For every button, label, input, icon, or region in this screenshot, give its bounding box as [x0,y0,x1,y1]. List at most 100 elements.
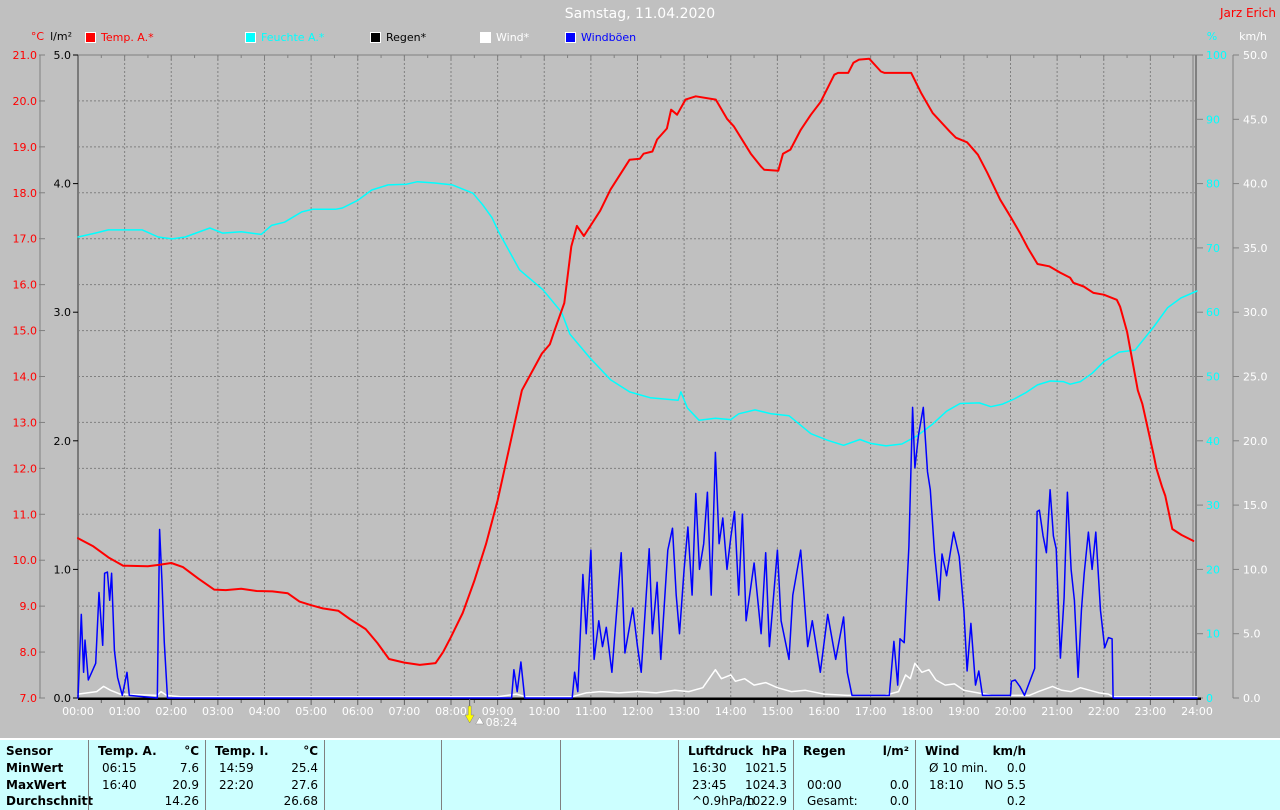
temp-tick-label: 20.0 [13,95,38,108]
temp-tick-label: 16.0 [13,279,38,292]
weather-chart: 21.0 20.0 19.0 18.0 17.0 16.0 15.0 14.0 13.0 12.0… [13,30,1268,729]
table-separator [678,740,679,810]
wind-tick-label: 40.0 [1243,178,1268,191]
table-cell-value: 14.26 [164,794,199,808]
table-col-header: Temp. I. [215,744,269,758]
table-cell-time: 16:30 [692,761,727,775]
hour-label: 11:00 [575,705,607,718]
table-cell-value: 25.4 [291,761,318,775]
table-cell-value: 7.6 [179,761,199,775]
wind-tick-label: 35.0 [1243,242,1268,255]
wind-tick-label: 45.0 [1243,113,1268,126]
temp-axis-unit: °C [31,30,45,43]
temp-tick-label: 9.0 [20,600,38,613]
legend-item-label: Feuchte A.* [261,30,325,44]
hour-label: 02:00 [155,705,187,718]
table-cell-value: 0.0 [1006,761,1026,775]
table-cell-time: 18:10 [929,778,964,792]
humidity-tick-label: 20 [1206,563,1220,576]
hour-label: 24:00 [1181,705,1213,718]
temp-tick-label: 19.0 [13,141,38,154]
hour-label: 07:00 [389,705,421,718]
hour-label: 20:00 [995,705,1027,718]
table-col-header: Regen [803,744,846,758]
table-col-header: Luftdruck [688,744,754,758]
table-cell-value: NO 5.5 [984,778,1026,792]
legend-item-label: Regen* [386,30,427,44]
temp-tick-label: 13.0 [13,416,38,429]
table-col-unit: km/h [992,744,1026,758]
marker-time-label: 08:24 [486,716,518,729]
temp-tick-label: 8.0 [20,646,38,659]
table-col-header: Temp. A. [98,744,157,758]
hour-label: 03:00 [202,705,234,718]
hour-label: 22:00 [1088,705,1120,718]
legend-swatch-icon [85,31,96,43]
legend-item-4: Windböen [565,30,636,44]
legend-item-2: Regen* [370,30,426,44]
rain-tick-label: 2.0 [54,435,72,448]
humidity-tick-label: 90 [1206,113,1220,126]
legend-swatch-icon [245,31,256,43]
hour-label: 00:00 [62,705,94,718]
table-cell-time: 16:40 [102,778,137,792]
hour-label: 10:00 [528,705,560,718]
table-cell-time: ^0.9hPa/h [692,794,755,808]
rain-tick-label: 0.0 [54,692,72,705]
temp-tick-label: 14.0 [13,371,38,384]
table-separator [205,740,206,810]
stats-table: Sensor MinWert MaxWert Durchschnitt Temp. A.… [0,738,1280,810]
table-cell-time: Gesamt: [807,794,858,808]
humidity-tick-label: 30 [1206,499,1220,512]
watermark-text: Jarz Erich [1220,6,1276,20]
temp-tick-label: 21.0 [13,49,38,62]
table-cell-value: 26.68 [283,794,318,808]
legend-item-0: Temp. A.* [85,30,154,44]
series-feuchtea [77,180,1198,447]
table-cell-value: 1021.5 [745,761,787,775]
wind-tick-label: 30.0 [1243,306,1268,319]
hour-label: 08:00 [435,705,467,718]
table-row-label: MinWert [6,761,64,775]
table-separator [915,740,916,810]
hour-label: 14:00 [715,705,747,718]
humidity-tick-label: 10 [1206,628,1220,641]
table-cell-value: 27.6 [291,778,318,792]
series-windben [77,406,1198,699]
wind-tick-label: 15.0 [1243,499,1268,512]
hour-label: 13:00 [668,705,700,718]
hour-label: 09:00 [482,705,514,718]
wind-tick-label: 0.0 [1243,692,1261,705]
legend-item-label: Wind* [496,30,530,44]
table-cell-time: 06:15 [102,761,137,775]
legend: Temp. A.* Feuchte A.* Regen* Wind* Windböen [0,30,1280,46]
table-cell-value: 1024.3 [745,778,787,792]
legend-item-label: Windböen [581,30,637,44]
table-separator [793,740,794,810]
table-col-unit: hPa [761,744,787,758]
legend-swatch-icon [370,31,381,43]
hour-label: 16:00 [808,705,840,718]
series-tempa [77,57,1195,666]
table-separator [441,740,442,810]
table-row-label: Sensor [6,744,53,758]
table-cell-value: 20.9 [172,778,199,792]
table-row-label: MaxWert [6,778,67,792]
humidity-tick-label: 60 [1206,306,1220,319]
rain-tick-label: 3.0 [54,306,72,319]
temp-tick-label: 18.0 [13,187,38,200]
series-wind [77,662,1198,698]
table-cell-time: 00:00 [807,778,842,792]
wind-tick-label: 25.0 [1243,371,1268,384]
table-cell-time: 22:20 [219,778,254,792]
page-title: Samstag, 11.04.2020 [564,6,716,22]
temp-tick-label: 10.0 [13,554,38,567]
hour-label: 19:00 [948,705,980,718]
table-cell-time: Ø 10 min. [929,761,988,775]
table-cell-value: 1022.9 [745,794,787,808]
wind-tick-label: 20.0 [1243,435,1268,448]
rain-tick-label: 1.0 [54,563,72,576]
hour-label: 17:00 [855,705,887,718]
hour-label: 23:00 [1135,705,1167,718]
